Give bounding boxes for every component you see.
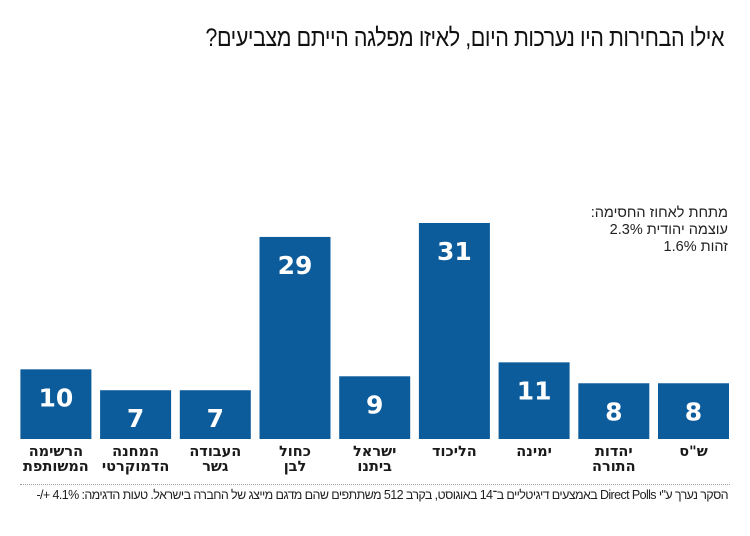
category-label: הליכוד xyxy=(432,444,477,460)
threshold-line-1: עוצמה יהודית 2.3% xyxy=(609,222,728,238)
bar-value-label: 29 xyxy=(278,251,313,280)
bar xyxy=(658,383,729,439)
category-label: ביתנו xyxy=(357,459,392,475)
bar xyxy=(498,362,570,439)
category-label: לבן xyxy=(284,459,307,475)
category-label: ש"ס xyxy=(679,444,707,460)
threshold-heading: מתחת לאחוז החסימה: xyxy=(590,205,728,221)
category-label: ימינה xyxy=(516,444,552,460)
bar xyxy=(339,376,411,439)
threshold-line-2: זהות 1.6% xyxy=(663,239,728,255)
category-label: הרשימה xyxy=(29,444,83,460)
bar-value-label: 7 xyxy=(127,404,144,433)
bar xyxy=(418,223,490,439)
bar-value-label: 9 xyxy=(366,390,383,419)
category-label: המחנה xyxy=(112,444,159,460)
bar-value-label: 10 xyxy=(39,383,74,412)
category-label: העבודה xyxy=(189,444,241,460)
category-label: גשר xyxy=(202,459,229,475)
category-label: יהדות xyxy=(595,444,633,460)
category-label: הדמוקרטי xyxy=(102,459,169,475)
footnote: הסקר נערך ע"י Direct Polls באמצעים דיגיט… xyxy=(36,488,728,502)
footnote-divider xyxy=(20,484,730,485)
category-label: התורה xyxy=(592,459,636,475)
bar xyxy=(259,236,331,439)
bar-value-label: 31 xyxy=(437,237,472,266)
chart-title: אילו הבחירות היו נערכות היום, לאיזו מפלג… xyxy=(205,24,724,52)
bar-value-label: 11 xyxy=(517,376,552,405)
bar xyxy=(20,369,92,439)
bar xyxy=(100,390,172,439)
bar xyxy=(578,383,650,439)
bar-value-label: 8 xyxy=(605,397,622,426)
bar-value-label: 7 xyxy=(207,404,224,433)
category-label: כחול xyxy=(279,444,311,460)
bar xyxy=(179,390,251,439)
threshold-annotation: מתחת לאחוז החסימה: עוצמה יהודית 2.3% זהו… xyxy=(591,205,728,256)
category-label: ישראל xyxy=(353,444,396,460)
category-label: המשותפת xyxy=(23,459,89,475)
bar-value-label: 8 xyxy=(685,397,702,426)
